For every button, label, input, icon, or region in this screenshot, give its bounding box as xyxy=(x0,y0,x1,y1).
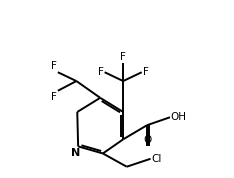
Text: F: F xyxy=(51,92,57,102)
Text: F: F xyxy=(51,61,57,71)
Text: F: F xyxy=(98,67,104,77)
Text: O: O xyxy=(143,135,151,145)
Text: OH: OH xyxy=(171,112,187,122)
Text: Cl: Cl xyxy=(151,154,162,164)
Text: F: F xyxy=(120,52,126,62)
Text: N: N xyxy=(71,148,80,158)
Text: F: F xyxy=(143,67,149,77)
